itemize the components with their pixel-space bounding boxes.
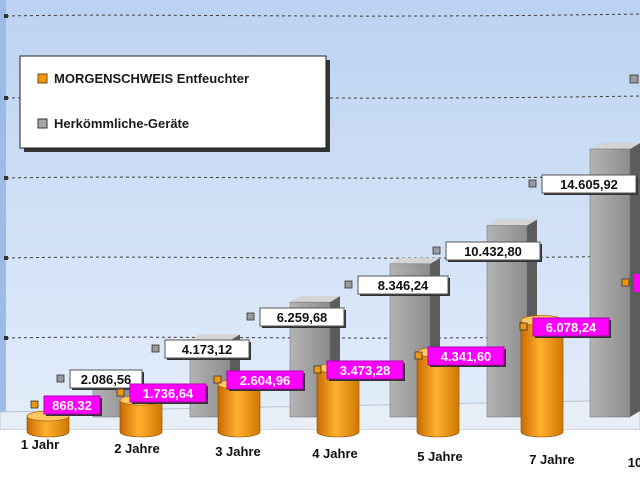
legend-label-morgenschweis: MORGENSCHWEIS Entfeuchter (54, 71, 249, 86)
label-marker (528, 179, 537, 188)
category-labels-layer: 1 Jahr 2 Jahre 3 Jahre 4 Jahre 5 Jahre 7 Jahr… (21, 437, 640, 470)
category-axis-band (0, 430, 640, 480)
label-box (164, 339, 250, 359)
category-label-4-jahre: 4 Jahre (312, 446, 358, 461)
bar-top (290, 296, 340, 303)
label-text: 6.078,24 (546, 320, 597, 335)
label-marker (116, 388, 125, 397)
bar-top (487, 219, 537, 226)
label-marker (30, 400, 39, 409)
cylinder-body (26, 415, 70, 438)
value-label-morgenschweis-4-jahre: 3.473,28 (313, 360, 405, 381)
value-label-morgenschweis-7-jahre: 6.078,24 (519, 317, 611, 338)
label-box (326, 360, 404, 380)
label-text: 14.605,92 (560, 177, 618, 192)
value-label-morgenschweis-3-jahre: 2.604,96 (213, 370, 305, 391)
value-label-herkoemmlich-1-jahr: 2.086,56 (56, 369, 144, 390)
bar-top (190, 334, 240, 341)
cylinder-body (217, 383, 261, 438)
label-box (226, 370, 304, 390)
value-label-herkoemmlich-5-jahre: 10.432,80 (432, 241, 542, 262)
label-marker-morgenschweis-10 (621, 278, 630, 287)
legend-label-herkoemmlich: Herkömmliche-Geräte (54, 116, 189, 131)
label-marker (246, 312, 255, 321)
gridline (5, 13, 640, 17)
label-box-morgenschweis-10-partial (634, 274, 640, 292)
legend-swatch-herkoemmlich (37, 118, 48, 129)
label-box (541, 174, 637, 194)
label-marker-herkoemmlich-10 (629, 74, 639, 84)
value-labels-layer: 2.086,56 4.173,12 6.259,68 8.346,24 10.432,8… (30, 74, 640, 416)
cylinder-body (316, 367, 360, 438)
grid-tick-mark (4, 336, 8, 340)
label-text: 10.432,80 (464, 244, 522, 259)
grid-tick-mark (4, 96, 8, 100)
label-text: 1.736,64 (143, 386, 194, 401)
label-text: 6.259,68 (277, 310, 328, 325)
label-box (445, 241, 541, 261)
label-marker (519, 322, 528, 331)
value-label-herkoemmlich-4-jahre: 8.346,24 (344, 275, 450, 296)
value-label-morgenschweis-1-jahr: 868,32 (30, 395, 102, 416)
label-box (69, 369, 143, 389)
label-box (259, 307, 345, 327)
grid-tick-mark (4, 14, 8, 18)
bar-top (590, 142, 640, 149)
label-text: 8.346,24 (378, 278, 429, 293)
grid-tick-mark (4, 176, 8, 180)
label-text: 4.341,60 (441, 349, 492, 364)
category-label-1-jahr: 1 Jahr (21, 437, 59, 452)
grid-tick-mark (4, 256, 8, 260)
category-label-2-jahre: 2 Jahre (114, 441, 160, 456)
label-marker (344, 280, 353, 289)
label-text: 2.086,56 (81, 372, 132, 387)
category-label-5-jahre: 5 Jahre (417, 449, 463, 464)
label-marker (432, 246, 441, 255)
value-label-morgenschweis-2-jahre: 1.736,64 (116, 383, 208, 404)
label-text: 868,32 (52, 398, 92, 413)
cylinder-body (520, 320, 564, 438)
label-box (43, 395, 101, 415)
category-label-10: 10 (628, 455, 640, 470)
category-label-3-jahre: 3 Jahre (215, 444, 261, 459)
legend: MORGENSCHWEIS Entfeuchter Herkömmliche-G… (19, 55, 330, 152)
cylinder-body (416, 352, 460, 438)
value-label-herkoemmlich-3-jahre: 6.259,68 (246, 307, 346, 328)
legend-swatch-morgenschweis (37, 73, 48, 84)
label-box (427, 346, 505, 366)
bar-top (390, 257, 440, 264)
label-box (532, 317, 610, 337)
label-marker (414, 351, 423, 360)
gridline (5, 175, 640, 179)
value-label-herkoemmlich-7-jahre: 14.605,92 (528, 174, 638, 195)
label-text: 3.473,28 (340, 363, 391, 378)
label-box (357, 275, 449, 295)
label-box (129, 383, 207, 403)
label-marker (56, 374, 65, 383)
category-label-7-jahre: 7 Jahre (529, 452, 575, 467)
label-marker (151, 344, 160, 353)
cylinder-body (119, 399, 163, 438)
value-label-herkoemmlich-2-jahre: 4.173,12 (151, 339, 251, 360)
label-marker (313, 365, 322, 374)
value-label-morgenschweis-5-jahre: 4.341,60 (414, 346, 506, 367)
label-text: 2.604,96 (240, 373, 291, 388)
plot-left-edge (0, 0, 6, 430)
label-marker (213, 375, 222, 384)
legend-box (19, 55, 327, 149)
label-text: 4.173,12 (182, 342, 233, 357)
